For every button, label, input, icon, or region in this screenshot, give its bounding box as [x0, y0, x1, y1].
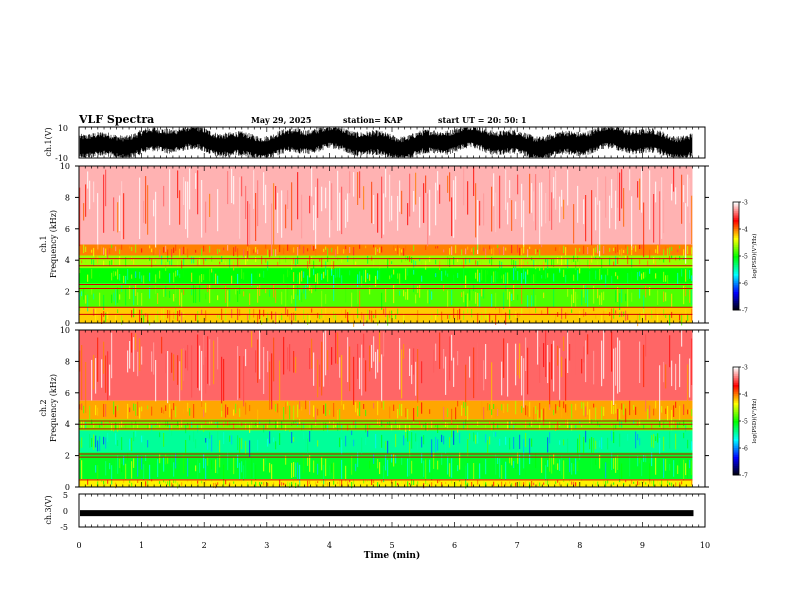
- colorbar-tick-label: -3: [742, 200, 748, 207]
- chart-title: VLF Spectra: [78, 113, 154, 126]
- spectrogram-ytick-label: 2: [65, 288, 70, 297]
- start-time-label: start UT = 20: 50: 1: [438, 115, 527, 125]
- x-tick-label: 3: [264, 541, 269, 550]
- spectrogram-ytick-label: 0: [65, 319, 70, 328]
- spectrogram-ytick-label: 10: [60, 162, 70, 171]
- ch1-waveform-panel: 10 -10 ch.1(V): [44, 124, 706, 163]
- ch1-ytick-top: 10: [58, 124, 68, 133]
- ch3-waveform-trace: [80, 510, 694, 517]
- spectrogram-ytick-label: 0: [65, 483, 70, 492]
- ch1-spec-ylabel-freq: Frequency (kHz): [49, 210, 58, 278]
- colorbar-tick-label: -4: [742, 392, 748, 399]
- x-tick-label: 6: [452, 541, 457, 550]
- colorbar-tick-label: -7: [742, 308, 748, 315]
- ch2-spec-ylabel-freq: Frequency (kHz): [49, 374, 58, 442]
- spectrogram-texture: [79, 330, 693, 489]
- colorbar-tick-label: -5: [742, 419, 748, 426]
- colorbar-tick-label: -6: [742, 446, 748, 453]
- x-tick-label: 10: [700, 541, 710, 550]
- colorbar-tick-label: -7: [742, 473, 748, 480]
- x-tick-label: 9: [640, 541, 645, 550]
- x-tick-label: 8: [577, 541, 582, 550]
- spectrogram-ytick-label: 6: [65, 389, 70, 398]
- colorbar-label: log(PSD)(V²/Hz): [751, 234, 758, 279]
- ch3-waveform-panel: 5 0 -5 ch.3(V) 0 1 2 3 4 5 6 7 8 9 10 Time (min): [44, 491, 710, 561]
- colorbar-tick-label: -3: [742, 365, 748, 372]
- ch1-ylabel: ch.1(V): [44, 127, 53, 156]
- ch2-spectrogram-panel: 0 2 4 6 8 10 ch.2 Frequency (kHz) -3 -4 -5 -6 -7 l…: [39, 326, 758, 492]
- colorbar-tick-label: -4: [742, 227, 748, 234]
- spectrogram-ytick-label: 10: [60, 326, 70, 335]
- spectrogram-ytick-label: 4: [65, 256, 70, 265]
- spectrogram-ytick-label: 8: [65, 357, 70, 366]
- ch2-spec-ylabel: ch.2: [39, 399, 48, 416]
- spectrogram-band: [79, 268, 693, 284]
- spectrogram-band: [79, 244, 693, 256]
- ch1-spectrogram-panel: 0 2 4 6 8 10 ch.1 Frequency (kHz) -3 -4 -5 -6 -7 l…: [39, 162, 758, 328]
- x-tick-label: 1: [139, 541, 144, 550]
- spectrogram-ytick-label: 2: [65, 452, 70, 461]
- station-label: station= KAP: [343, 115, 403, 125]
- ch3-ytick-5: 5: [63, 491, 68, 500]
- ch3-ylabel: ch.3(V): [44, 495, 53, 524]
- spectrogram-ytick-label: 8: [65, 193, 70, 202]
- x-tick-label: 4: [327, 541, 332, 550]
- x-axis-label: Time (min): [364, 550, 421, 561]
- spectrogram-ytick-label: 4: [65, 420, 70, 429]
- ch1-ytick-bottom: -10: [55, 154, 68, 163]
- x-tick-label: 0: [76, 541, 81, 550]
- x-tick-label: 2: [202, 541, 207, 550]
- colorbar-tick-label: -5: [742, 254, 748, 261]
- x-tick-label: 5: [389, 541, 394, 550]
- spectrogram-ytick-label: 6: [65, 225, 70, 234]
- colorbar-tick-label: -6: [742, 281, 748, 288]
- ch3-ytick-0: 0: [63, 507, 68, 516]
- ch1-waveform-trace: [79, 127, 693, 158]
- date-label: May 29, 2025: [251, 115, 311, 125]
- x-tick-label: 7: [515, 541, 520, 550]
- ch3-ytick-minus5: -5: [60, 523, 68, 532]
- colorbar-label: log(PSD)(V²/Hz): [751, 399, 758, 444]
- ch1-spec-ylabel: ch.1: [39, 235, 48, 252]
